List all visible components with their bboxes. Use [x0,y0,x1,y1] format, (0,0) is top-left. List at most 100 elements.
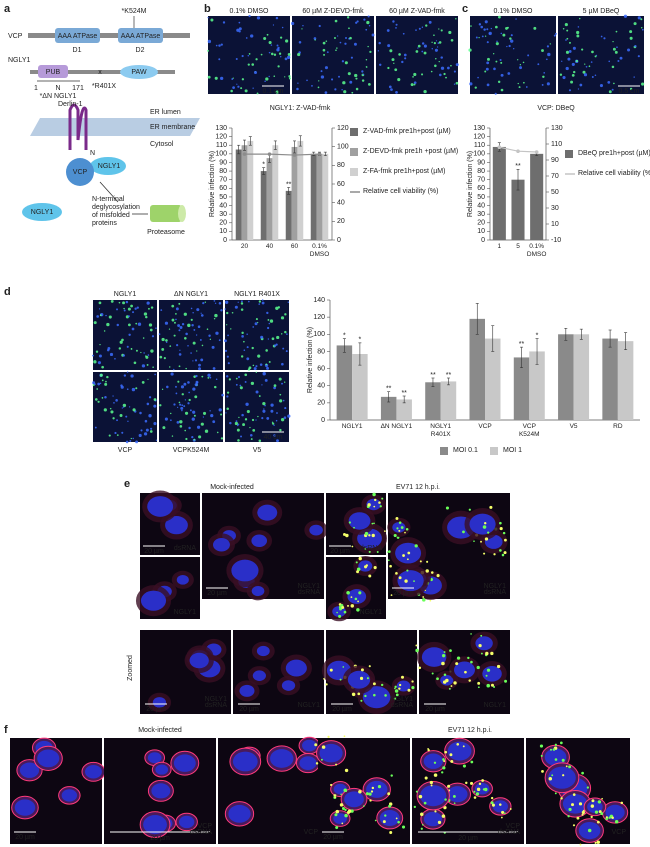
virus-dot [614,820,619,824]
cell-dot [301,28,303,30]
legend-label: Z-DEVD-fmk pre1h +post (µM) [363,148,459,155]
cell-dot [240,302,244,305]
cell-dot [168,328,171,330]
label: *K524M [122,8,147,15]
cell-dot [607,80,611,84]
virus-dot [374,819,377,822]
virus-dot [368,550,371,554]
cell-dot [104,396,107,399]
cell-dot [185,437,188,441]
cell-dot [438,28,440,30]
cell-dot [209,338,212,341]
x-tick-label: 20 [240,243,249,250]
virus-dot [433,761,437,764]
cell-dot [256,16,261,20]
cell-dot [387,66,390,70]
cell-dot [236,428,240,432]
cell-dot [238,21,241,24]
bar [380,396,397,420]
domain-box [120,65,158,79]
virus-dot [470,660,473,664]
virus-dot [390,774,393,777]
cell-dot [431,41,433,44]
virus-dot [357,600,359,603]
y-axis-label: Relative infection (%) [307,327,314,393]
nucleus [482,665,502,682]
virus-dot [477,681,481,685]
cell-dot [116,308,118,311]
error-bar [579,328,583,340]
virus-dot [430,784,433,787]
cell-dot [158,333,161,335]
cell-dot [493,53,495,55]
cell-dot [138,433,142,438]
micrograph-bg [208,16,290,94]
cell-dot [331,78,334,81]
error-bar [273,140,277,150]
virus-dot [395,693,399,697]
cell-dot [576,30,580,35]
virus-dot [315,762,319,765]
cell-dot [109,352,114,357]
cell-dot [349,36,352,40]
cell-dot [123,374,127,377]
virus-dot [397,820,400,824]
cell-dot [288,75,291,78]
cell-dot [134,307,137,310]
y2-tick-label: 120 [337,125,349,132]
cell-dot [600,35,603,38]
virus-dot [587,828,592,833]
cell-dot [130,348,133,350]
cell-dot [171,435,174,437]
cell-dot [192,360,194,362]
cell-dot [121,338,124,342]
virus-dot [478,782,482,786]
virus-dot [444,750,448,754]
cell-dot [238,416,240,419]
cell-dot [629,30,633,34]
cell-dot [180,385,185,389]
cell-dot [448,30,452,35]
micrograph [225,371,291,443]
panel-letter: e [124,478,130,490]
virus-dot [348,521,351,524]
cell-dot [185,367,187,370]
virus-dot [590,804,595,808]
virus-dot [404,579,408,583]
cell-dot [241,413,244,417]
virus-dot [482,525,487,529]
y-tick-label: 0 [321,417,325,424]
nucleus [179,815,195,829]
cell-dot [109,407,112,410]
virus-dot [339,607,343,611]
virus-dot [430,571,434,574]
legend-label: Relative cell viability (%) [363,188,439,195]
nucleus [37,749,60,768]
nucleus [605,804,625,821]
y2-tick-label: 50 [551,189,559,196]
virus-dot [485,674,488,677]
virus-dot [441,661,445,666]
y2-tick-label: 80 [337,162,345,169]
point [497,145,502,149]
y2-tick-label: 110 [551,141,562,148]
virus-dot [323,678,325,680]
cell-dot [282,347,285,350]
nucleus [19,762,40,778]
cell-dot [470,25,472,27]
cell-dot [421,73,424,76]
scale-label: 20 µm [330,548,350,555]
virus-dot [393,533,397,538]
cell-dot [210,18,214,22]
cell-dot [337,35,339,37]
cell-dot [184,336,187,340]
cell-dot [179,425,183,428]
cell-dot [187,381,190,384]
y-tick-label: 90 [477,159,485,166]
significance: ** [430,372,436,379]
cell-dot [343,90,347,94]
cell-dot [196,308,200,312]
cell-dot [270,52,274,56]
cell-dot [92,381,96,385]
error-bar [237,144,241,155]
